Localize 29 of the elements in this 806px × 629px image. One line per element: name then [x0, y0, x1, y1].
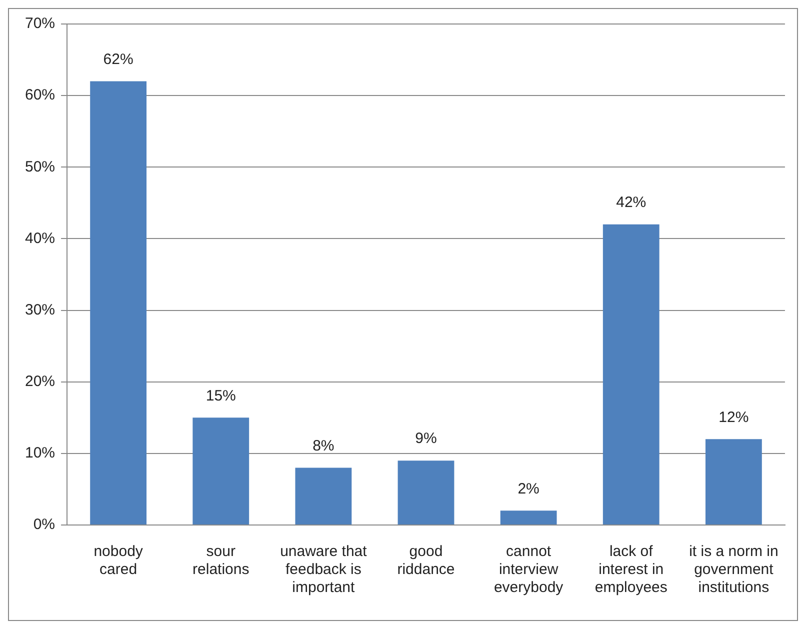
- y-tick-label: 60%: [24, 86, 56, 104]
- x-tick-label: cannot interview everybody: [494, 543, 564, 596]
- data-label: 9%: [415, 430, 437, 448]
- y-tick-label: 20%: [24, 373, 56, 390]
- x-tick-label: good riddance: [397, 543, 455, 578]
- bar: [192, 418, 250, 524]
- bar: [705, 439, 762, 524]
- data-label: 12%: [718, 408, 749, 426]
- bar: [602, 224, 660, 524]
- x-tick-label: nobody cared: [94, 543, 144, 578]
- bar: [90, 81, 147, 524]
- y-tick-label: 10%: [24, 444, 56, 462]
- x-tick-label: it is a norm in government institutions: [689, 543, 778, 596]
- x-tick-label: sour relations: [192, 543, 250, 578]
- y-tick-label: 50%: [24, 158, 56, 176]
- data-label: 15%: [206, 387, 236, 404]
- bar: [295, 468, 352, 524]
- bar: [398, 460, 454, 524]
- y-tick-label: 0%: [33, 516, 56, 534]
- data-label: 42%: [616, 194, 646, 212]
- data-label: 8%: [312, 437, 334, 454]
- data-label: 2%: [518, 480, 540, 498]
- x-tick-label: lack of interest in employees: [594, 543, 668, 596]
- y-tick-label: 30%: [24, 301, 56, 318]
- y-tick-label: 70%: [24, 15, 56, 32]
- y-tick-label: 40%: [24, 230, 56, 247]
- bar: [500, 510, 557, 524]
- data-label: 62%: [103, 50, 134, 68]
- x-tick-label: unaware that feedback is important: [280, 543, 368, 596]
